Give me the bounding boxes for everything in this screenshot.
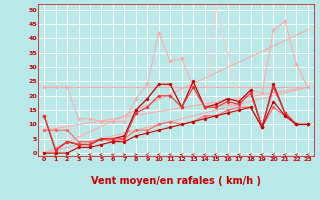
X-axis label: Vent moyen/en rafales ( km/h ): Vent moyen/en rafales ( km/h ) bbox=[91, 176, 261, 186]
